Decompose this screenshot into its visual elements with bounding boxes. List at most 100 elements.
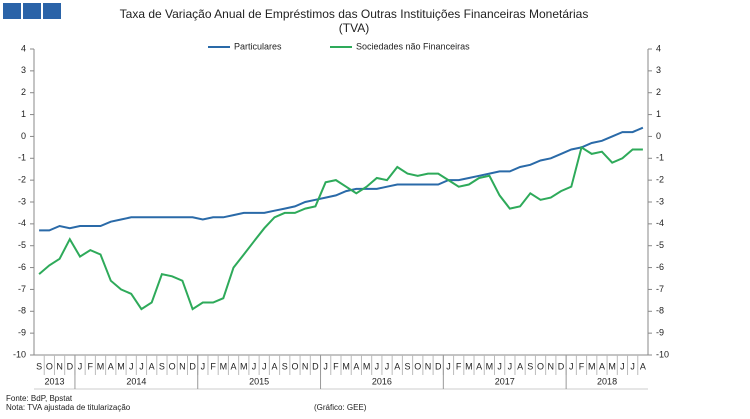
x-tick-label: O [169,361,176,371]
y2-tick-label: -8 [656,306,664,316]
x-tick-label: O [537,361,544,371]
source: Fonte: BdP, Bpstat [6,394,73,403]
series-line [39,126,644,232]
x-tick-label: S [527,361,533,371]
legend-label: Sociedades não Financeiras [356,41,470,51]
x-tick-label: J [385,361,390,371]
y-tick-label: -10 [13,349,26,359]
y-tick-label: -8 [18,306,26,316]
x-tick-label: F [88,361,94,371]
x-tick-label: J [252,361,257,371]
x-tick-label: N [56,361,63,371]
x-tick-label: N [302,361,309,371]
x-tick-label: F [456,361,462,371]
x-tick-label: J [446,361,451,371]
x-tick-label: S [405,361,411,371]
x-tick-label: O [414,361,421,371]
y2-tick-label: -2 [656,175,664,185]
x-tick-label: S [282,361,288,371]
year-label: 2018 [597,376,617,386]
y2-tick-label: -7 [656,284,664,294]
x-tick-label: M [588,361,596,371]
x-tick-label: M [486,361,494,371]
y2-tick-label: -9 [656,328,664,338]
y-tick-label: -4 [18,218,26,228]
x-tick-label: A [353,361,359,371]
x-tick-label: J [497,361,502,371]
year-label: 2017 [495,376,515,386]
y-tick-label: -9 [18,328,26,338]
x-tick-label: J [262,361,267,371]
x-tick-label: J [569,361,574,371]
y2-tick-label: -10 [656,349,669,359]
x-tick-label: A [271,361,277,371]
chart-title: Taxa de Variação Anual de Empréstimos da… [120,7,589,21]
x-tick-label: S [36,361,42,371]
x-tick-label: D [435,361,442,371]
y2-tick-label: 0 [656,131,661,141]
x-tick-label: O [46,361,53,371]
x-tick-label: J [323,361,328,371]
x-tick-label: J [375,361,380,371]
legend-label: Particulares [234,41,282,51]
x-tick-label: M [97,361,105,371]
x-tick-label: A [149,361,155,371]
y-tick-label: -3 [18,196,26,206]
x-tick-label: D [558,361,565,371]
x-tick-label: D [67,361,74,371]
y2-tick-label: -3 [656,196,664,206]
y-tick-label: -1 [18,153,26,163]
x-tick-label: O [291,361,298,371]
y2-tick-label: 2 [656,87,661,97]
x-tick-label: N [425,361,432,371]
x-tick-label: J [620,361,625,371]
x-tick-label: N [179,361,186,371]
logo-block [43,3,61,19]
series-line [38,145,643,311]
y-tick-label: -6 [18,262,26,272]
x-tick-label: M [363,361,371,371]
x-tick-label: A [640,361,646,371]
x-tick-label: A [599,361,605,371]
x-tick-label: M [465,361,473,371]
x-tick-label: J [201,361,206,371]
x-tick-label: J [129,361,134,371]
x-tick-label: D [312,361,319,371]
year-label: 2015 [249,376,269,386]
x-tick-label: F [210,361,216,371]
note: Nota: TVA ajustada de titularização [6,403,131,412]
x-tick-label: M [240,361,248,371]
y-tick-label: -5 [18,240,26,250]
y-tick-label: 2 [21,87,26,97]
x-tick-label: M [608,361,616,371]
x-tick-label: F [579,361,585,371]
logo-block [23,3,41,19]
x-tick-label: A [394,361,400,371]
x-tick-label: M [342,361,350,371]
y-tick-label: -2 [18,175,26,185]
x-tick-label: A [108,361,114,371]
x-tick-label: A [231,361,237,371]
year-label: 2013 [44,376,64,386]
year-label: 2016 [372,376,392,386]
logo-block [3,3,21,19]
x-tick-label: F [333,361,339,371]
y-tick-label: 4 [21,43,26,53]
y-tick-label: -7 [18,284,26,294]
x-tick-label: M [220,361,228,371]
y2-tick-label: 4 [656,43,661,53]
x-tick-label: J [139,361,144,371]
chart-subtitle: (TVA) [339,21,369,35]
y2-tick-label: 3 [656,65,661,75]
x-tick-label: A [517,361,523,371]
y2-tick-label: -4 [656,218,664,228]
y2-tick-label: -6 [656,262,664,272]
x-tick-label: S [159,361,165,371]
x-tick-label: N [548,361,555,371]
y2-tick-label: 1 [656,109,661,119]
x-tick-label: J [630,361,635,371]
y-tick-label: 1 [21,109,26,119]
y-tick-label: 0 [21,131,26,141]
year-label: 2014 [126,376,146,386]
